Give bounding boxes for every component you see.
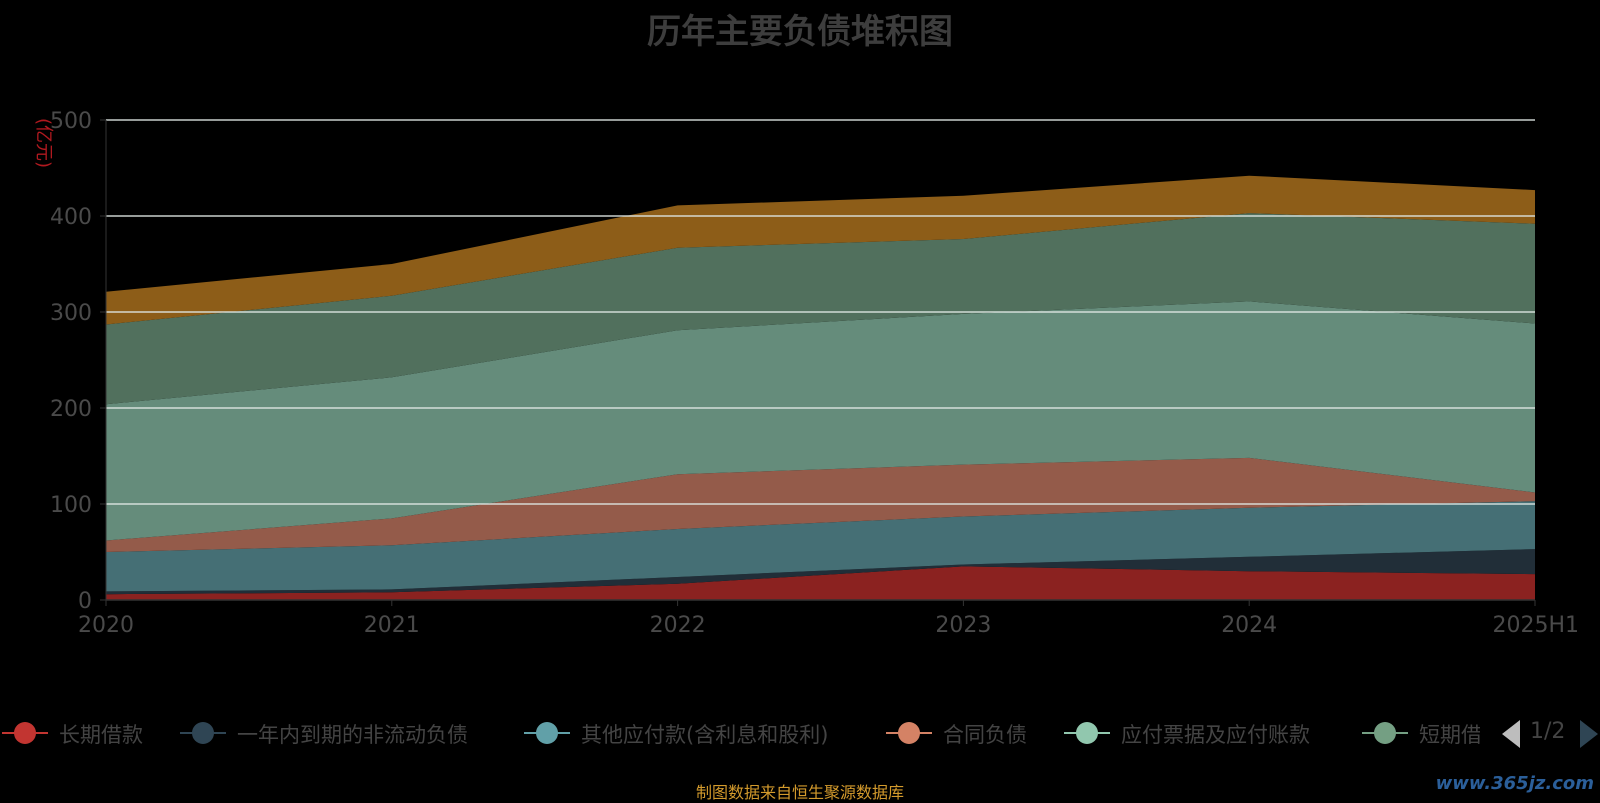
data-source-note: 制图数据来自恒生聚源数据库 bbox=[695, 783, 904, 802]
area-series-4 bbox=[106, 301, 1535, 541]
y-tick-label-1: 100 bbox=[50, 493, 92, 518]
area-series-5 bbox=[106, 213, 1535, 405]
y-tick-label-3: 300 bbox=[50, 301, 92, 326]
x-tick-label-4: 2024 bbox=[1221, 613, 1277, 638]
y-axis-label: (亿元) bbox=[33, 118, 54, 168]
grid-layer bbox=[106, 119, 1535, 505]
watermark: www.365jz.com bbox=[1435, 773, 1594, 794]
x-tick-label-0: 2020 bbox=[78, 613, 134, 638]
areas-layer bbox=[106, 175, 1535, 600]
legend-marker-icon bbox=[1064, 722, 1110, 744]
legend-label: 短期借款 bbox=[1419, 723, 1480, 747]
area-series-0 bbox=[106, 566, 1535, 600]
legend-prev-page-icon[interactable] bbox=[1502, 720, 1520, 748]
legend-label: 其他应付款(含利息和股利) bbox=[581, 723, 829, 747]
legend-page-indicator: 1/2 bbox=[1530, 719, 1566, 744]
legend-next-page-icon[interactable] bbox=[1580, 720, 1598, 748]
legend-marker-icon bbox=[2, 722, 48, 744]
x-tick-label-2: 2022 bbox=[650, 613, 706, 638]
legend-marker-icon bbox=[180, 722, 226, 744]
x-tick-label-3: 2023 bbox=[935, 613, 991, 638]
x-tick-label-1: 2021 bbox=[364, 613, 420, 638]
chart-title: 历年主要负债堆积图 bbox=[647, 12, 953, 52]
legend-marker-icon bbox=[1362, 722, 1408, 744]
legend: 长期借款 一年内到期的非流动负债 其他应付款(含利息和股利) 合同负债 应付票据及应付账… bbox=[0, 713, 1480, 753]
area-series-2 bbox=[106, 501, 1535, 592]
legend-label: 长期借款 bbox=[59, 723, 143, 747]
y-tick-label-0: 0 bbox=[78, 589, 92, 614]
axes-layer: 0 100 200 300 400 500 2020 2021 2022 2023 2024 2025… bbox=[50, 109, 1579, 638]
area-series-3 bbox=[106, 457, 1535, 552]
area-series-6 bbox=[106, 175, 1535, 325]
y-tick-label-5: 500 bbox=[50, 109, 92, 134]
x-tick-label-5: 2025H1 bbox=[1492, 613, 1579, 638]
y-tick-label-2: 200 bbox=[50, 397, 92, 422]
area-series-1 bbox=[106, 549, 1535, 595]
legend-marker-icon bbox=[524, 722, 570, 744]
legend-label: 一年内到期的非流动负债 bbox=[237, 723, 468, 747]
legend-label: 合同负债 bbox=[943, 723, 1027, 747]
y-tick-label-4: 400 bbox=[50, 205, 92, 230]
legend-marker-icon bbox=[886, 722, 932, 744]
legend-label: 应付票据及应付账款 bbox=[1121, 723, 1310, 747]
